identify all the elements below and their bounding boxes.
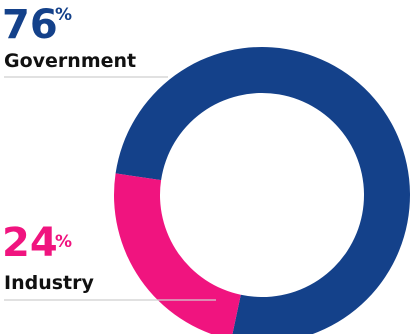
pct-value-government: 76 (2, 2, 58, 48)
slice-label-government: 76 % Government (2, 2, 136, 72)
donut-slice-government (115, 47, 410, 334)
slice-label-industry: 24 % Industry (2, 220, 94, 294)
donut-slices (114, 47, 410, 334)
category-label-government: Government (4, 50, 136, 72)
category-label-industry: Industry (4, 272, 94, 294)
pct-sign-government: % (55, 5, 72, 25)
donut-slice-industry (114, 173, 241, 334)
pct-sign-industry: % (55, 232, 72, 252)
pct-value-industry: 24 (2, 220, 58, 266)
